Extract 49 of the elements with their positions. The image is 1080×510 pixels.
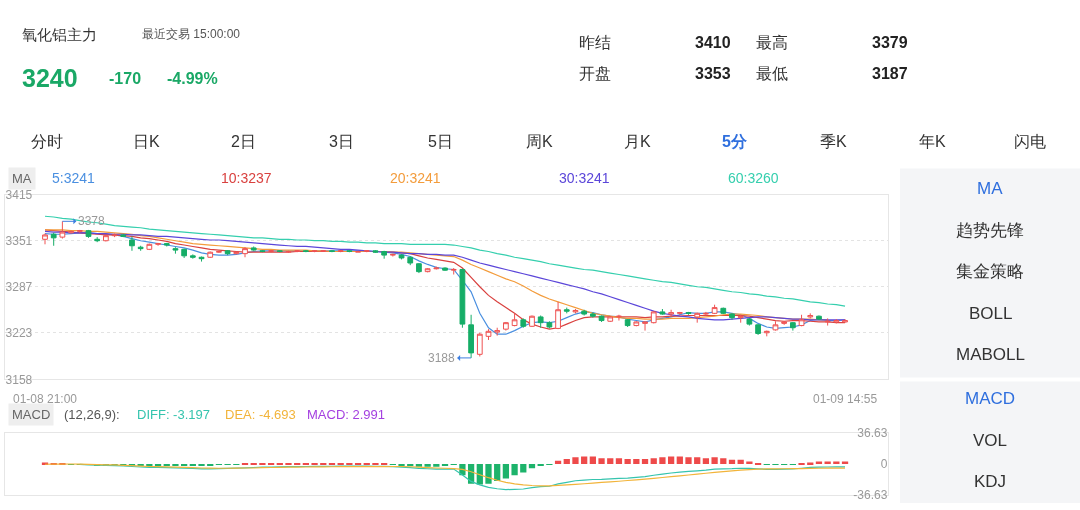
text: 年K bbox=[919, 133, 946, 150]
text: BOLL bbox=[969, 304, 1013, 323]
text: -170 bbox=[109, 70, 142, 87]
text: -4.99% bbox=[167, 70, 218, 87]
y-tick-label: 36.63 bbox=[857, 426, 888, 441]
text: 开盘 bbox=[579, 65, 611, 82]
text: 3379 bbox=[872, 34, 908, 51]
text: 60:3260 bbox=[728, 170, 779, 186]
y-tick-label: 3351 bbox=[5, 233, 33, 248]
text: 最低 bbox=[756, 65, 788, 82]
y-tick-label: 3158 bbox=[5, 372, 33, 387]
text: 2日 bbox=[231, 133, 256, 150]
text: 闪电 bbox=[1014, 133, 1046, 150]
text: 分时 bbox=[31, 133, 63, 150]
y-tick-label: 3287 bbox=[5, 279, 33, 294]
legend-title: MA bbox=[12, 171, 32, 186]
text: 最近交易 15:00:00 bbox=[142, 27, 241, 41]
text: 趋势先锋 bbox=[956, 221, 1024, 240]
text: 3日 bbox=[329, 133, 354, 150]
y-tick-label: 3415 bbox=[5, 187, 33, 202]
text: 3353 bbox=[695, 65, 731, 82]
text: MABOLL bbox=[956, 345, 1025, 364]
text: 3240 bbox=[22, 64, 78, 92]
text: 周K bbox=[526, 133, 553, 150]
text: 5分 bbox=[722, 133, 748, 150]
text: 3187 bbox=[872, 65, 908, 82]
text: VOL bbox=[973, 431, 1008, 450]
text: MACD bbox=[965, 389, 1016, 408]
text: 季K bbox=[820, 133, 847, 150]
y-tick-label: 3223 bbox=[5, 325, 33, 340]
x-tick-label: 01-08 21:00 bbox=[12, 391, 78, 406]
y-tick-label: -36.63 bbox=[853, 488, 888, 503]
text: 集金策略 bbox=[956, 262, 1024, 281]
text: MA bbox=[977, 179, 1004, 198]
annotation: 3188 bbox=[428, 351, 456, 365]
text: KDJ bbox=[974, 472, 1007, 491]
text: 20:3241 bbox=[390, 170, 441, 186]
text: 日K bbox=[133, 133, 160, 150]
text: 月K bbox=[624, 133, 651, 150]
text: 氧化铝主力 bbox=[22, 26, 97, 43]
text: 3410 bbox=[695, 34, 731, 51]
text: 最高 bbox=[756, 34, 788, 51]
x-tick-label: 01-09 14:55 bbox=[813, 391, 878, 406]
y-tick-label: 0 bbox=[880, 457, 888, 472]
text: 30:3241 bbox=[559, 170, 610, 186]
text: 昨结 bbox=[579, 34, 611, 51]
text: 10:3237 bbox=[221, 170, 272, 186]
text: 5:3241 bbox=[52, 170, 96, 186]
text: 5日 bbox=[428, 133, 453, 150]
